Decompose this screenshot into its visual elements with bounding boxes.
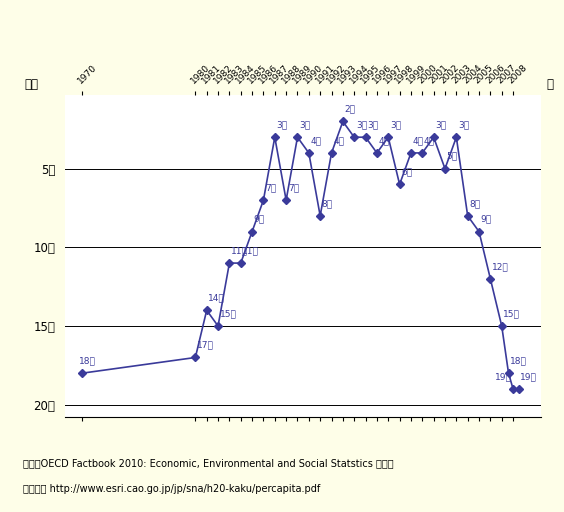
Text: 4位: 4位 <box>424 136 435 145</box>
Text: 3位: 3位 <box>367 120 378 130</box>
Text: 9位: 9位 <box>254 215 265 224</box>
Text: 14位: 14位 <box>209 293 225 303</box>
Text: 4位: 4位 <box>333 136 344 145</box>
Text: 18位: 18位 <box>510 356 527 366</box>
Text: 3位: 3位 <box>435 120 447 130</box>
Text: 4位: 4位 <box>378 136 390 145</box>
Text: 11位: 11位 <box>243 246 259 255</box>
Text: 12位: 12位 <box>492 262 509 271</box>
Text: 4位: 4位 <box>413 136 424 145</box>
Text: 内閣府 http://www.esri.cao.go.jp/jp/sna/h20-kaku/percapita.pdf: 内閣府 http://www.esri.cao.go.jp/jp/sna/h20… <box>23 484 320 494</box>
Text: 5位: 5位 <box>447 152 458 161</box>
Text: 3位: 3位 <box>390 120 401 130</box>
Text: 8位: 8位 <box>469 199 481 208</box>
Text: 17位: 17位 <box>197 340 214 350</box>
Text: 19位: 19位 <box>495 372 512 381</box>
Text: 年: 年 <box>546 78 553 92</box>
Text: 3位: 3位 <box>299 120 310 130</box>
Text: 11位: 11位 <box>231 246 248 255</box>
Text: 3位: 3位 <box>356 120 367 130</box>
Text: 4位: 4位 <box>311 136 321 145</box>
Text: 15位: 15位 <box>504 309 521 318</box>
Text: 3位: 3位 <box>458 120 469 130</box>
Text: 6位: 6位 <box>402 167 412 177</box>
Text: 7位: 7位 <box>288 183 299 193</box>
Text: 18位: 18位 <box>78 356 95 366</box>
Text: 順位: 順位 <box>24 78 38 92</box>
Text: 8位: 8位 <box>322 199 333 208</box>
Text: 7位: 7位 <box>265 183 276 193</box>
Text: 9位: 9位 <box>481 215 492 224</box>
Text: 出所：OECD Factbook 2010: Economic, Environmental and Social Statstics および: 出所：OECD Factbook 2010: Economic, Environ… <box>23 458 393 468</box>
Text: 2位: 2位 <box>345 104 355 114</box>
Text: 15位: 15位 <box>220 309 237 318</box>
Text: 3位: 3位 <box>276 120 288 130</box>
Text: 19位: 19位 <box>521 372 537 381</box>
